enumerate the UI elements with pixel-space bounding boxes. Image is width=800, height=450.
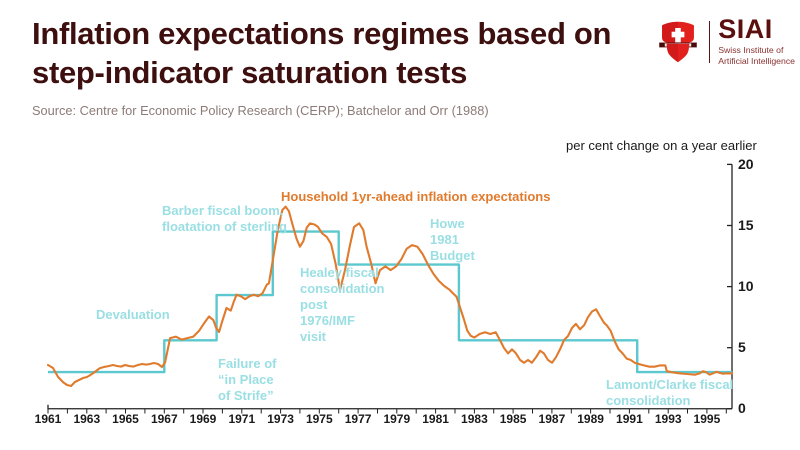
svg-text:1981: 1981 (422, 412, 449, 426)
svg-text:1993: 1993 (655, 412, 682, 426)
svg-text:1991: 1991 (616, 412, 643, 426)
svg-text:of Strife”: of Strife” (218, 388, 274, 403)
svg-text:1983: 1983 (461, 412, 488, 426)
svg-text:0: 0 (738, 400, 746, 416)
svg-text:post: post (300, 297, 328, 312)
svg-text:1985: 1985 (500, 412, 527, 426)
svg-text:1979: 1979 (383, 412, 410, 426)
svg-text:1973: 1973 (267, 412, 294, 426)
svg-text:1971: 1971 (228, 412, 255, 426)
svg-text:per cent change on a year earl: per cent change on a year earlier (566, 138, 757, 153)
svg-text:15: 15 (738, 217, 754, 233)
svg-text:1987: 1987 (539, 412, 566, 426)
svg-text:Healey fiscal: Healey fiscal (300, 265, 379, 280)
svg-text:1976/IMF: 1976/IMF (300, 313, 355, 328)
svg-text:10: 10 (738, 278, 754, 294)
svg-text:“in Place: “in Place (218, 372, 274, 387)
svg-text:1965: 1965 (112, 412, 139, 426)
svg-text:Howe: Howe (430, 216, 465, 231)
svg-text:Failure of: Failure of (218, 356, 277, 371)
svg-text:20: 20 (738, 156, 754, 172)
svg-text:consolidation: consolidation (606, 393, 691, 408)
svg-text:1963: 1963 (73, 412, 100, 426)
svg-text:floatation of sterling: floatation of sterling (162, 219, 287, 234)
svg-text:Household 1yr-ahead inflation: Household 1yr-ahead inflation expectatio… (281, 189, 550, 204)
svg-text:1969: 1969 (190, 412, 217, 426)
svg-text:Devaluation: Devaluation (96, 307, 170, 322)
svg-text:5: 5 (738, 339, 746, 355)
svg-text:Lamont/Clarke fiscal: Lamont/Clarke fiscal (606, 377, 733, 392)
svg-text:1989: 1989 (577, 412, 604, 426)
svg-text:1981: 1981 (430, 232, 459, 247)
svg-text:Barber fiscal boom,: Barber fiscal boom, (162, 203, 283, 218)
svg-text:1961: 1961 (35, 412, 62, 426)
svg-text:1975: 1975 (306, 412, 333, 426)
svg-text:1995: 1995 (694, 412, 721, 426)
svg-text:Budget: Budget (430, 248, 475, 263)
svg-text:1977: 1977 (345, 412, 372, 426)
svg-text:visit: visit (300, 329, 327, 344)
svg-text:1967: 1967 (151, 412, 178, 426)
svg-text:consolidation: consolidation (300, 281, 385, 296)
